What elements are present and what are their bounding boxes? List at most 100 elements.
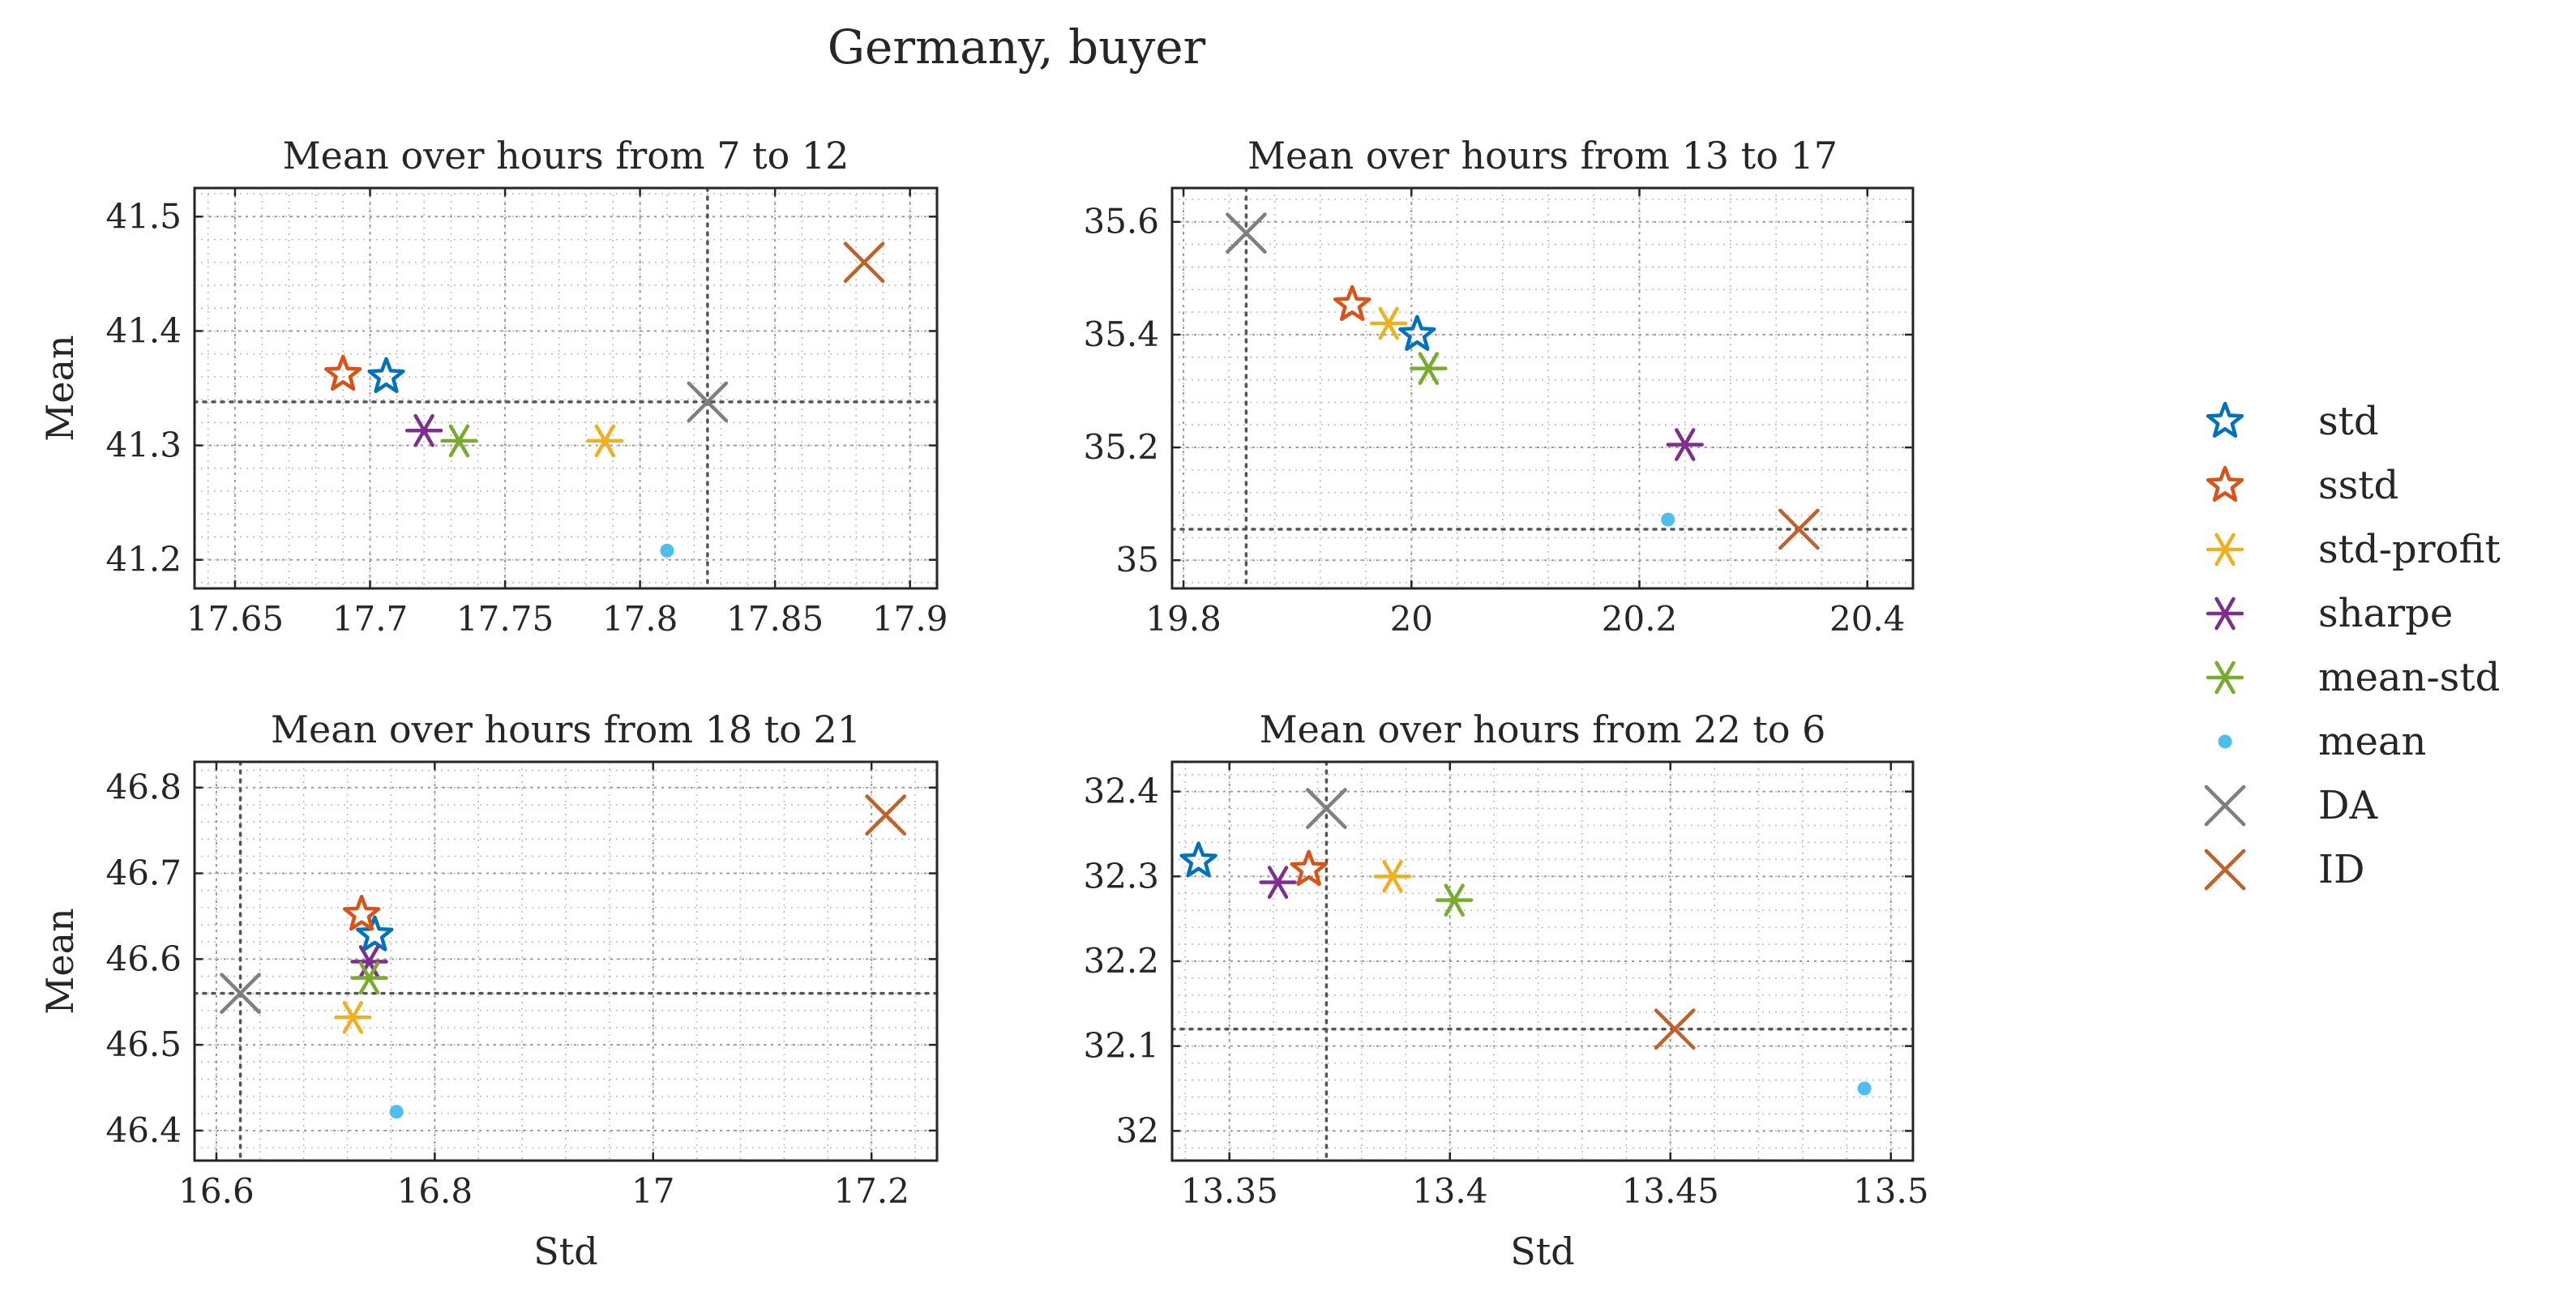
legend-asterisk-icon	[2206, 597, 2244, 631]
point-DA	[687, 381, 729, 423]
y-axis-label: Mean	[38, 335, 82, 441]
grid	[195, 188, 937, 588]
point-mean	[660, 543, 674, 558]
legend-label: ID	[2318, 847, 2364, 892]
point-sstd	[1333, 284, 1371, 322]
point-mean-std	[1436, 883, 1474, 917]
point-DA	[1306, 788, 1347, 829]
axes-box	[1170, 760, 1915, 1162]
reference-lines	[1172, 762, 1913, 1161]
y-tick-label: 35.4	[1083, 314, 1159, 354]
axes-box	[1170, 186, 1915, 590]
legend-cross-icon	[2204, 849, 2246, 891]
x-tick-label: 20.4	[1829, 599, 1906, 639]
legend-entry-std-profit: std-profit	[2206, 527, 2501, 572]
legend-label: std-profit	[2318, 527, 2501, 572]
subplot-4: 13.35 13.4 13.45 13.5 32 32.1 32.2 32.3 32.4 Mean…	[1083, 708, 1928, 1273]
point-std-profit	[586, 424, 624, 458]
axes-box	[193, 760, 939, 1162]
legend-dot-icon	[2218, 734, 2232, 749]
x-axis-label: Std	[533, 1229, 597, 1273]
y-tick-label: 41.4	[105, 310, 182, 350]
y-tick-label: 35.6	[1083, 202, 1159, 242]
subplot-title: Mean over hours from 18 to 21	[271, 708, 861, 751]
x-tick-label: 17.2	[833, 1171, 909, 1211]
point-mean-std	[350, 961, 388, 994]
point-mean	[389, 1105, 404, 1119]
x-tick-label: 17.75	[456, 599, 554, 639]
legend-entry-mean-std: mean-std	[2206, 655, 2500, 700]
x-tick-label: 17.9	[872, 599, 948, 639]
point-mean-std	[440, 424, 478, 458]
y-tick-label: 41.5	[105, 196, 182, 236]
legend-entry-ID: ID	[2204, 847, 2364, 892]
legend-entry-std: std	[2206, 399, 2379, 444]
subplot-title: Mean over hours from 13 to 17	[1247, 134, 1838, 177]
y-tick-label: 46.8	[105, 768, 182, 807]
legend-entry-sharpe: sharpe	[2206, 591, 2453, 636]
ticks: 17.65 17.7 17.75 17.8 17.85 17.9 41.2 41.3 41.4 4…	[105, 188, 948, 639]
x-tick-label: 17.7	[332, 599, 409, 639]
x-tick-label: 13.35	[1181, 1171, 1278, 1211]
ticks: 13.35 13.4 13.45 13.5 32 32.1 32.2 32.3 32.4	[1083, 762, 1929, 1211]
x-tick-label: 16.8	[397, 1171, 473, 1211]
reference-lines	[1172, 188, 1913, 588]
reference-lines	[195, 188, 937, 588]
point-sstd	[1290, 849, 1328, 886]
ticks: 16.6 16.8 17 17.2 46.4 46.5 46.6 46.7 46.8	[105, 762, 937, 1211]
y-tick-label: 35.2	[1083, 427, 1159, 467]
x-tick-label: 13.45	[1622, 1171, 1719, 1211]
point-DA	[220, 973, 261, 1015]
x-tick-label: 17.85	[726, 599, 824, 639]
figure-title: Germany, buyer	[828, 19, 1206, 75]
grid	[1172, 762, 1913, 1161]
y-tick-label: 41.3	[105, 425, 182, 465]
data-points	[220, 794, 907, 1119]
ticks: 19.8 20 20.2 20.4 35 35.2 35.4 35.6	[1083, 188, 1913, 639]
subplots: 17.65 17.7 17.75 17.8 17.85 17.9 41.2 41.3 41.4 4…	[38, 134, 1929, 1273]
legend-label: mean-std	[2318, 655, 2500, 700]
y-tick-label: 32.2	[1083, 941, 1159, 981]
subplot-title: Mean over hours from 7 to 12	[283, 134, 849, 177]
point-std	[1398, 314, 1436, 351]
legend-entry-DA: DA	[2204, 783, 2378, 828]
point-std-profit	[1370, 306, 1408, 340]
point-std	[356, 915, 394, 951]
point-sstd	[324, 354, 362, 391]
reference-lines	[195, 762, 937, 1161]
point-mean	[1857, 1081, 1872, 1096]
y-tick-label: 35	[1116, 540, 1159, 579]
point-sharpe	[1259, 866, 1297, 899]
point-std-profit	[334, 1000, 372, 1034]
legend-label: sharpe	[2318, 591, 2453, 636]
y-tick-label: 46.4	[105, 1110, 182, 1150]
y-tick-label: 46.5	[105, 1024, 182, 1064]
y-tick-label: 32	[1116, 1110, 1159, 1150]
point-ID	[865, 794, 907, 836]
legend-entry-mean: mean	[2218, 719, 2426, 764]
point-mean-std	[1410, 352, 1448, 385]
legend-label: mean	[2318, 719, 2426, 764]
axes-box	[193, 186, 939, 590]
point-std	[1179, 841, 1217, 878]
subplot-3: 16.6 16.8 17 17.2 46.4 46.5 46.6 46.7 46.8 Mean o…	[38, 708, 939, 1273]
legend: std sstd std-profit sharpe mean-std mean DA ID	[2204, 399, 2501, 892]
point-ID	[843, 242, 885, 284]
point-sharpe	[404, 413, 443, 447]
x-axis-label: Std	[1510, 1229, 1574, 1273]
data-points	[324, 242, 885, 558]
point-ID	[1654, 1008, 1696, 1050]
legend-label: std	[2318, 399, 2379, 444]
legend-label: sstd	[2318, 463, 2398, 508]
y-axis-label: Mean	[38, 908, 82, 1014]
y-tick-label: 32.3	[1083, 856, 1159, 896]
x-tick-label: 13.4	[1412, 1171, 1488, 1211]
point-DA	[1226, 212, 1267, 254]
x-tick-label: 17.65	[186, 599, 284, 639]
legend-pentagram-icon	[2206, 401, 2244, 438]
y-tick-label: 46.7	[105, 853, 182, 893]
legend-asterisk-icon	[2206, 661, 2244, 695]
y-tick-label: 41.2	[105, 540, 182, 579]
data-points	[1179, 788, 1872, 1096]
